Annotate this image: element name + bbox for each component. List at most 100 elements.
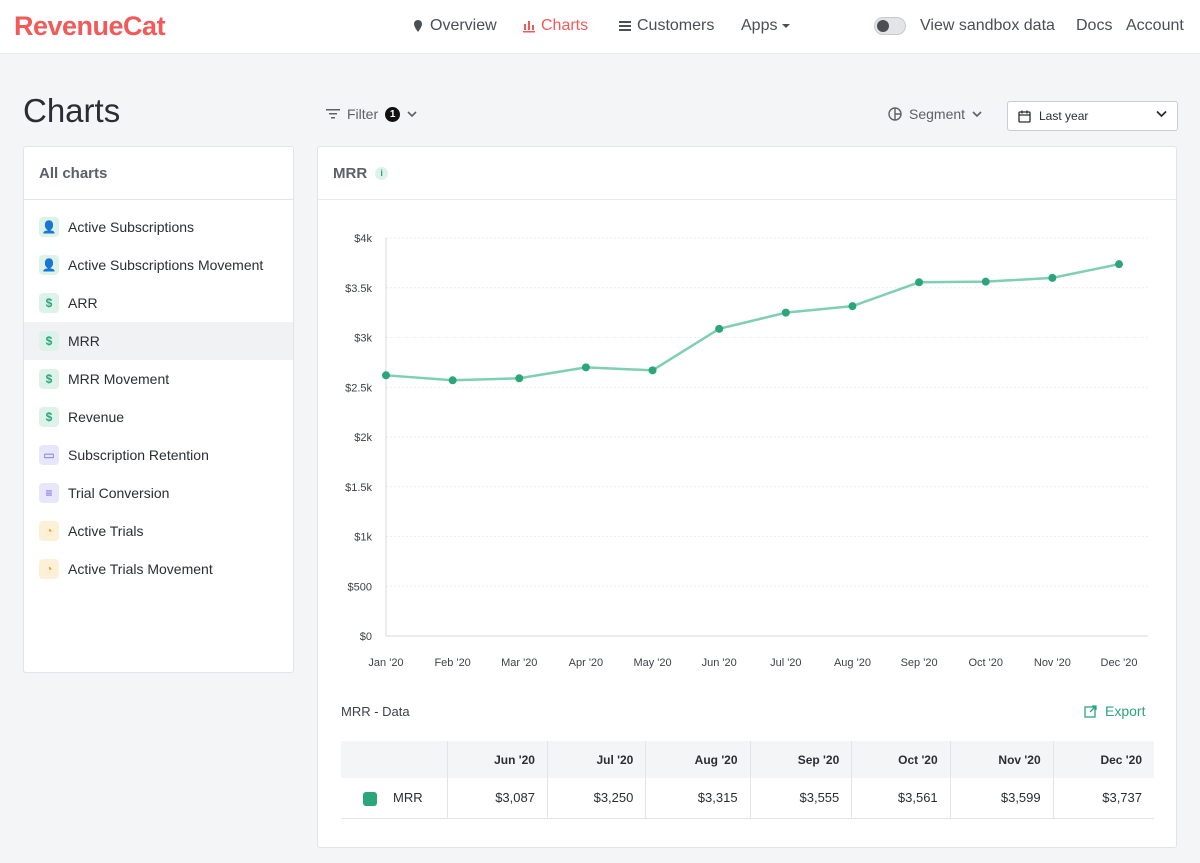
x-tick-label: Feb '20 — [434, 657, 470, 669]
sidebar-item-trial-conversion[interactable]: ≡ Trial Conversion — [24, 474, 293, 512]
charts-sidebar: All charts 👤 Active Subscriptions 👤 Active … — [23, 146, 294, 673]
column-header: Aug '20 — [645, 741, 751, 778]
sidebar-item-arr[interactable]: $ ARR — [24, 284, 293, 322]
sidebar-heading: All charts — [24, 147, 293, 200]
filter-label: Filter — [347, 106, 379, 122]
data-point — [382, 371, 390, 380]
nav-charts-label: Charts — [541, 17, 589, 34]
user-icon: 👤 — [39, 255, 59, 275]
table-cell: $3,737 — [1052, 778, 1154, 819]
x-tick-label: Aug '20 — [834, 657, 871, 669]
nav-customers[interactable]: Customers — [618, 17, 714, 35]
table-cell: $3,555 — [749, 778, 852, 819]
data-point — [915, 278, 924, 287]
data-point — [581, 363, 590, 372]
sidebar-item-active-subscriptions-movement[interactable]: 👤 Active Subscriptions Movement — [24, 246, 293, 284]
sidebar-item-active-trials-movement[interactable]: ◔ Active Trials Movement — [24, 550, 293, 588]
x-tick-label: Oct '20 — [968, 657, 1003, 669]
data-point — [1048, 273, 1057, 282]
y-tick-label: $0 — [360, 631, 372, 643]
dollar-icon: $ — [39, 293, 59, 313]
dollar-icon: $ — [39, 331, 59, 351]
data-point — [515, 374, 524, 383]
x-tick-label: Apr '20 — [569, 657, 604, 669]
date-range-select[interactable]: Last year — [1007, 101, 1178, 131]
brand-logo[interactable]: RevenueCat — [14, 11, 166, 41]
data-point — [848, 302, 857, 311]
filter-count-badge: 1 — [385, 106, 401, 122]
x-tick-label: Jun '20 — [702, 657, 737, 669]
table-cell: $3,250 — [546, 778, 646, 819]
table-row: MRR $3,087 $3,250 $3,315 $3,555 $3,561 $3,599 $… — [341, 778, 1154, 819]
y-tick-label: $4k — [354, 233, 372, 245]
chart-card: MRR i $0 $500 $1k $1.5k $2k $2.5k $3k $3.5k $4k J… — [317, 146, 1177, 848]
x-tick-label: May '20 — [633, 657, 671, 669]
export-button[interactable]: Export — [1084, 703, 1145, 719]
table-body: MRR $3,087 $3,250 $3,315 $3,555 $3,561 $3,599 $… — [341, 778, 1154, 819]
data-point — [448, 376, 457, 385]
dollar-icon: $ — [39, 369, 59, 389]
chevron-down-icon — [972, 110, 982, 117]
table-cell: $3,087 — [446, 778, 548, 819]
segment-icon — [888, 107, 902, 121]
data-point — [648, 366, 657, 375]
clock-icon: ◔ — [39, 521, 59, 541]
sidebar-item-label: Subscription Retention — [68, 447, 209, 463]
chart-card-header: MRR i — [318, 147, 1176, 200]
column-header: Jun '20 — [446, 741, 548, 778]
top-nav: RevenueCat Overview Charts Customers App… — [0, 0, 1200, 54]
list-icon — [619, 21, 631, 31]
column-header: Sep '20 — [749, 741, 852, 778]
table-cell: $3,599 — [949, 778, 1054, 819]
nav-overview[interactable]: Overview — [411, 17, 497, 35]
sidebar-item-label: MRR — [68, 333, 100, 349]
column-header: Nov '20 — [949, 741, 1054, 778]
y-tick-label: $3k — [354, 333, 372, 345]
data-point — [781, 308, 790, 317]
y-tick-label: $500 — [348, 581, 372, 593]
account-link[interactable]: Account — [1126, 17, 1184, 34]
sidebar-item-label: MRR Movement — [68, 371, 170, 387]
calendar-icon — [1018, 110, 1031, 123]
sidebar-item-mrr-movement[interactable]: $ MRR Movement — [24, 360, 293, 398]
table-cell: $3,561 — [851, 778, 951, 819]
caret-down-icon — [782, 24, 791, 28]
nav-charts[interactable]: Charts — [522, 17, 588, 35]
docs-link[interactable]: Docs — [1076, 17, 1113, 34]
filter-icon — [326, 109, 340, 119]
sidebar-item-active-trials[interactable]: ◔ Active Trials — [24, 512, 293, 550]
x-tick-label: Jan '20 — [368, 657, 403, 669]
y-tick-label: $1k — [354, 532, 372, 544]
sandbox-toggle[interactable] — [874, 17, 906, 35]
sidebar-item-label: Active Subscriptions — [68, 219, 195, 235]
nav-apps-label: Apps — [741, 17, 778, 34]
chevron-down-icon — [407, 110, 417, 117]
map-pin-icon — [414, 20, 422, 32]
segment-label: Segment — [909, 106, 966, 122]
chart-list: 👤 Active Subscriptions 👤 Active Subscriptio… — [24, 200, 293, 588]
chart-title: MRR — [333, 164, 368, 182]
y-tick-label: $1.5k — [345, 482, 372, 494]
sidebar-item-subscription-retention[interactable]: ▭ Subscription Retention — [24, 436, 293, 474]
column-header: Dec '20 — [1052, 741, 1154, 778]
funnel-icon: ≡ — [39, 483, 59, 503]
sidebar-item-label: Active Trials Movement — [68, 561, 213, 577]
sidebar-item-revenue[interactable]: $ Revenue — [24, 398, 293, 436]
segment-button[interactable]: Segment — [888, 106, 982, 122]
sidebar-item-active-subscriptions[interactable]: 👤 Active Subscriptions — [24, 208, 293, 246]
y-tick-label: $2.5k — [345, 382, 372, 394]
sidebar-item-mrr[interactable]: $ MRR — [24, 322, 293, 360]
x-tick-label: Dec '20 — [1101, 657, 1138, 669]
sidebar-item-label: Active Trials — [68, 523, 144, 539]
bar-chart-icon — [523, 21, 535, 33]
filter-button[interactable]: Filter 1 — [326, 106, 417, 122]
sidebar-item-label: Active Subscriptions Movement — [68, 257, 264, 273]
user-icon: 👤 — [39, 217, 59, 237]
date-range-value: Last year — [1039, 109, 1089, 123]
table-cell: $3,315 — [645, 778, 751, 819]
nav-overview-label: Overview — [430, 17, 497, 34]
sidebar-item-label: Trial Conversion — [68, 485, 170, 501]
nav-apps[interactable]: Apps — [741, 17, 791, 35]
page-title: Charts — [23, 92, 121, 129]
info-icon[interactable]: i — [375, 166, 389, 180]
